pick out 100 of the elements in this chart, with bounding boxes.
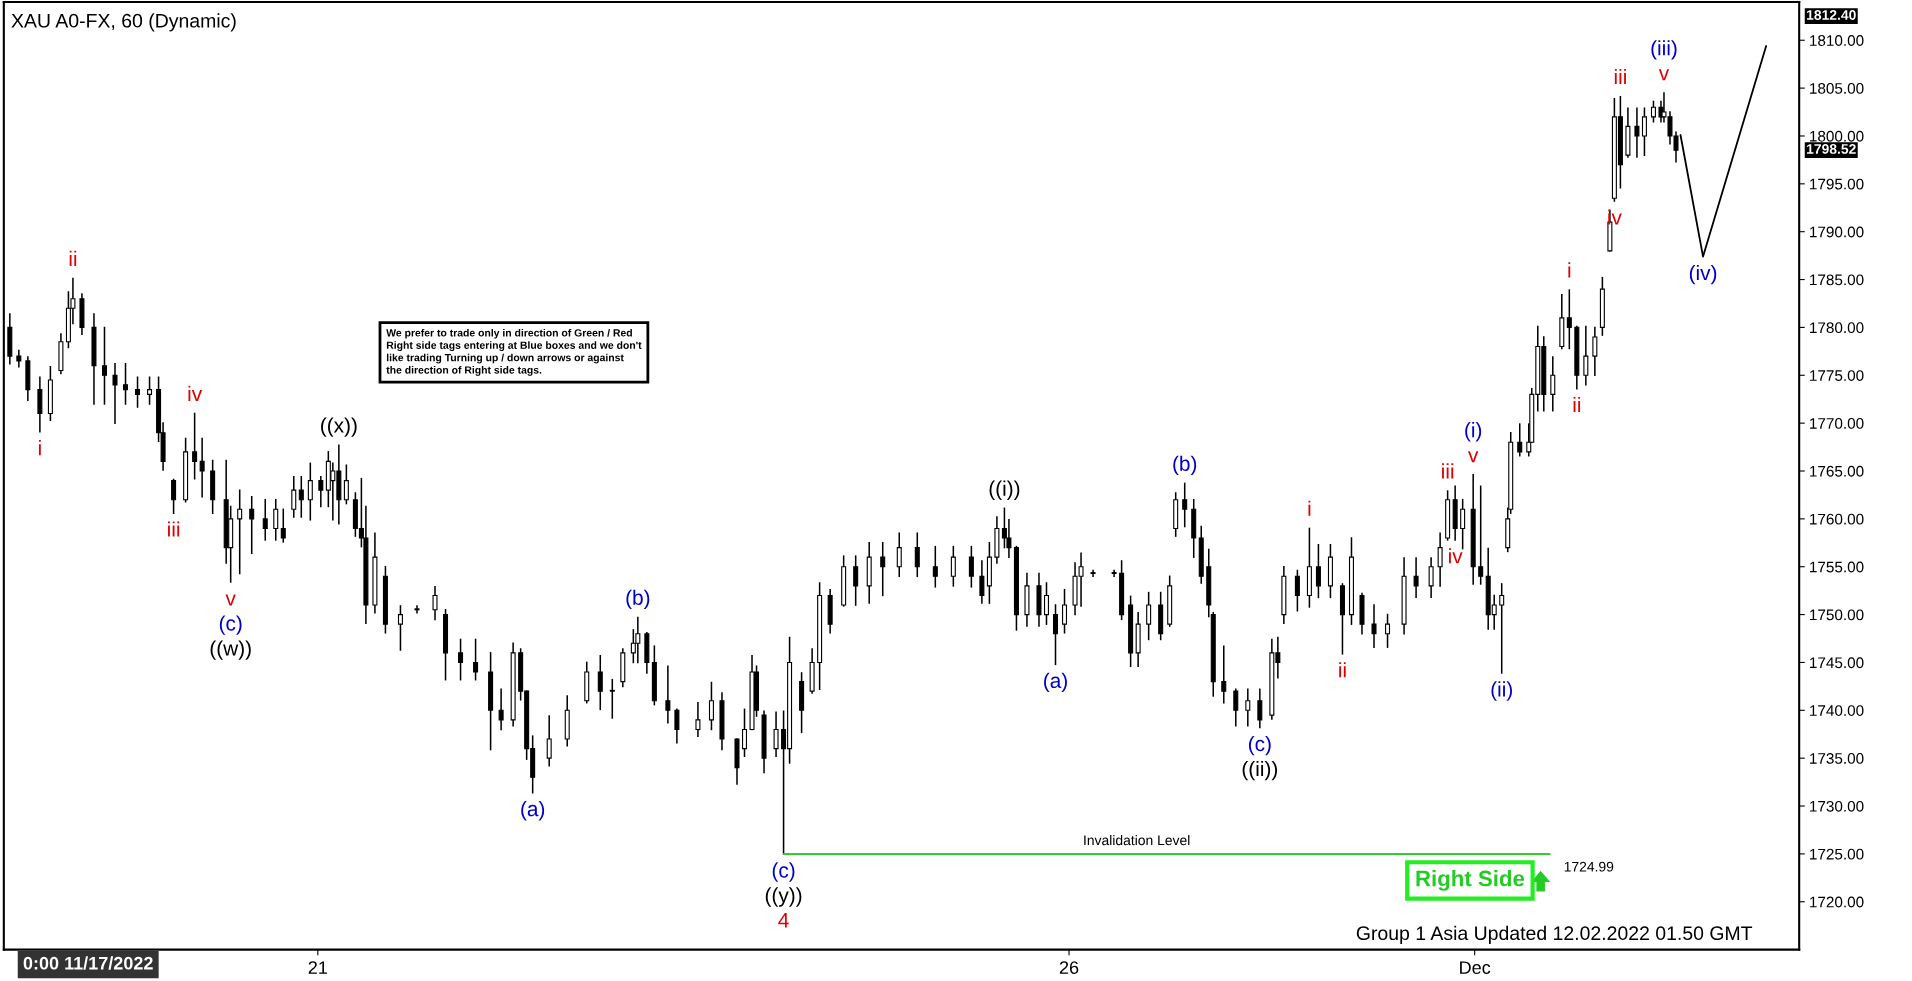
candlestick <box>635 616 641 664</box>
candlestick <box>880 542 886 597</box>
annotation: (c) <box>219 615 242 635</box>
candlestick <box>896 532 902 578</box>
y-tick-label: 1805.00 <box>1810 82 1864 94</box>
candlestick <box>546 715 552 767</box>
annotation: iii <box>1614 68 1626 85</box>
annotation: ii <box>1573 397 1581 413</box>
candlestick <box>708 681 714 731</box>
y-tick-label: 1810.00 <box>1810 35 1864 46</box>
candlestick <box>1517 423 1523 457</box>
candlestick <box>147 376 153 405</box>
candlestick <box>199 437 205 498</box>
candlestick <box>192 412 198 480</box>
candlestick <box>609 678 615 719</box>
annotation: v <box>1658 69 1670 81</box>
candlestick <box>1437 532 1443 587</box>
annotation: i <box>38 440 41 456</box>
annotation: ((y)) <box>765 887 802 907</box>
y-tick-label: 1795.00 <box>1810 178 1864 190</box>
annotation: Invalidation Level <box>1084 835 1190 846</box>
candlestick <box>914 532 920 578</box>
y-tick-label: 1720.00 <box>1810 896 1864 908</box>
annotation: (c) <box>1248 735 1271 756</box>
candlestick <box>968 545 974 588</box>
candlestick <box>414 605 420 614</box>
candlestick <box>741 708 748 758</box>
y-tick-label: 1780.00 <box>1810 322 1864 334</box>
annotation: ((x)) <box>321 417 357 437</box>
annotation: iv <box>1449 548 1463 564</box>
candlestick <box>1182 482 1188 528</box>
candlestick <box>343 464 349 505</box>
y-tick-label: 1800.00 <box>1810 130 1864 142</box>
candlestick <box>123 363 129 405</box>
candlestick <box>665 665 671 724</box>
annotation: 1724.99 <box>1564 861 1614 872</box>
annotation: v <box>225 594 236 606</box>
candlestick <box>1294 569 1300 612</box>
candlestick <box>932 545 938 588</box>
y-tick-label: 1745.00 <box>1810 657 1864 669</box>
annotation: We prefer to trade only in direction of Green / Red Right side tags entering at Blue boxes and we don't like trading Turning up / down arrows or against the direction of Right side tags. <box>386 328 642 376</box>
candlestick <box>291 475 297 518</box>
candlestick <box>695 701 701 737</box>
annotation: (iv) <box>1689 264 1717 285</box>
annotation: Group 1 Asia Updated 12.02.2022 01.50 GMT <box>1356 925 1753 944</box>
annotation: (iii) <box>1651 40 1677 60</box>
candlestick <box>1043 582 1049 625</box>
annotation: v <box>1468 451 1479 463</box>
candlestick <box>298 475 304 518</box>
candlestick <box>773 711 779 758</box>
candlestick <box>1499 583 1505 674</box>
candlestick <box>1641 107 1647 156</box>
y-tick-label: 1750.00 <box>1810 609 1864 621</box>
candlestick <box>432 586 438 621</box>
x-tick-label: 21 <box>308 961 327 974</box>
candlestick <box>101 326 107 405</box>
candlestick <box>1583 325 1589 386</box>
candlestick <box>237 489 243 575</box>
annotation: (b) <box>1173 455 1197 476</box>
candlestick <box>1257 688 1263 729</box>
candlestick <box>458 638 464 681</box>
annotation: (a) <box>1044 672 1067 693</box>
candlestick <box>1634 107 1640 158</box>
candlestick <box>979 560 985 604</box>
annotation: i <box>1308 500 1311 516</box>
candlestick <box>1478 485 1484 585</box>
annotation: ii <box>1339 662 1346 678</box>
y-tick-label: 1765.00 <box>1810 465 1864 477</box>
candlestick <box>37 376 43 433</box>
y-tick-label: 1730.00 <box>1810 800 1864 812</box>
annotation: Right Side <box>1416 870 1525 891</box>
candlestick <box>597 654 603 711</box>
annotation: iii <box>168 521 180 537</box>
annotation: (ii) <box>1491 681 1512 701</box>
annotation: 4 <box>778 913 789 928</box>
text: 1812.40 <box>1807 10 1856 20</box>
candlestick <box>498 688 504 731</box>
y-tick-label: 1755.00 <box>1810 561 1864 573</box>
y-tick-label: 1760.00 <box>1810 513 1864 525</box>
candlestick <box>473 638 479 681</box>
candlestick <box>135 376 141 408</box>
x-tick-label: Dec <box>1460 961 1491 974</box>
candlestick <box>1592 326 1598 377</box>
annotation: (c) <box>772 862 795 882</box>
candlestick <box>397 605 403 651</box>
y-tick-label: 1790.00 <box>1810 226 1864 238</box>
y-tick-label: 1785.00 <box>1810 274 1864 286</box>
candlestick <box>1371 604 1377 648</box>
annotation: (i) <box>1465 422 1482 442</box>
annotation: ((ii)) <box>1242 760 1278 781</box>
text: XAU A0-FX, 60 (Dynamic) <box>11 13 236 32</box>
x-tick-label: 26 <box>1059 961 1079 974</box>
y-tick-label: 1775.00 <box>1810 370 1864 381</box>
candlestick <box>171 478 177 514</box>
candlestick <box>273 498 279 541</box>
y-tick-label: 1725.00 <box>1810 848 1864 860</box>
candlestick <box>1385 613 1391 648</box>
annotation: ((i)) <box>989 480 1020 500</box>
candlestick <box>950 545 956 587</box>
candlestick <box>853 555 859 606</box>
